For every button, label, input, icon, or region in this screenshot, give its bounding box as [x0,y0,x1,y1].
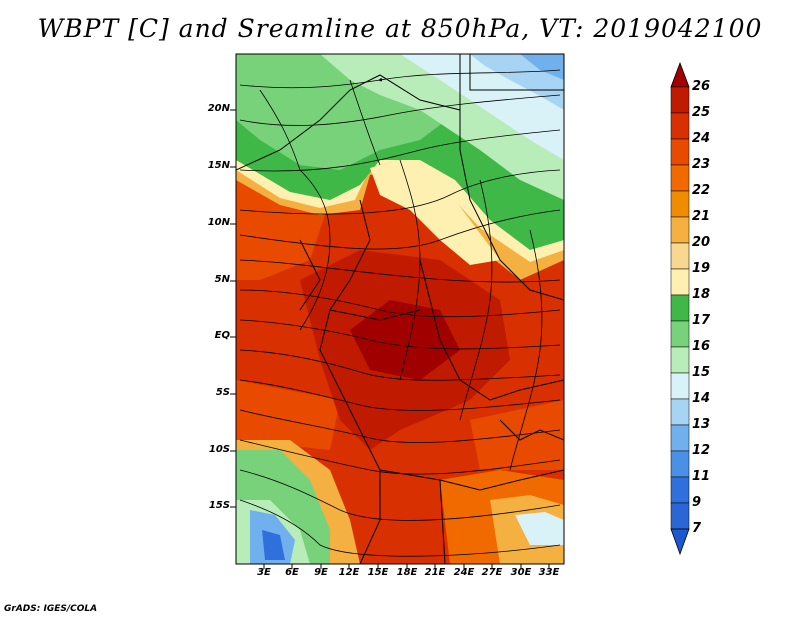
colorbar-label: 11 [692,469,711,484]
streamline [239,379,561,411]
streamline [239,69,561,89]
colorbar-label: 25 [692,105,711,120]
streamline [239,259,561,283]
wbpt-field [236,54,564,564]
lon-label: 3E [257,567,271,578]
lon-label: 15E [367,567,389,578]
colorbar-swatch [670,268,690,296]
colorbar-label: 17 [692,313,711,328]
colorbar-bottom-arrow [670,528,690,556]
border [459,54,564,301]
colorbar [670,61,690,556]
lat-label: 5S [215,387,230,398]
colorbar-swatch [670,294,690,322]
colorbar-label: 12 [692,443,711,458]
streamline [239,169,561,215]
lat-label: 15S [208,500,230,511]
colorbar-label: 15 [692,365,711,380]
colorbar-swatch [670,372,690,400]
colorbar-label: 23 [692,157,711,172]
lat-label: 20N [207,103,230,114]
streamline [239,349,561,381]
country-borders [236,54,564,564]
lon-label: 18E [396,567,418,578]
colorbar-swatch [670,164,690,192]
colorbar-swatch [670,346,690,374]
border [499,419,564,441]
streamline [239,319,561,350]
map-frame [235,53,565,565]
border [236,74,461,171]
wbpt-23-southwest [236,380,340,450]
streamline [239,499,561,557]
wbpt-12-band [520,54,564,80]
border [419,259,564,401]
lon-label: 27E [481,567,503,578]
colorbar-label: 14 [692,391,711,406]
streamline [239,439,561,475]
border [329,309,421,321]
colorbar-top-arrow [670,61,690,88]
border [439,479,446,564]
colorbar-swatch [670,112,690,140]
colorbar-swatch [670,424,690,452]
streamline [299,169,331,331]
streamline [239,129,561,172]
border [299,239,321,311]
streamline [509,229,543,471]
streamline [239,94,561,126]
colorbar-label: 7 [692,521,702,536]
lon-label: 6E [285,567,299,578]
colorbar-swatch [670,502,690,530]
colorbar-label: 21 [692,209,711,224]
lat-label: 15N [207,160,230,171]
lat-label: 10N [207,217,230,228]
lat-label: 5N [214,274,230,285]
lon-ticks [263,564,550,569]
colorbar-swatch [670,138,690,166]
lon-label: 12E [338,567,360,578]
colorbar-swatch [670,450,690,478]
lon-label: 9E [314,567,328,578]
credit-text: GrADS: IGES/COLA [4,604,98,614]
streamline [239,209,561,250]
lon-label: 24E [453,567,475,578]
colorbar-label: 18 [692,287,711,302]
streamline [239,409,561,443]
colorbar-label: 16 [692,339,711,354]
colorbar-swatch [670,190,690,218]
colorbar-swatch [670,86,690,114]
map-title: WBPT [C] and Sreamline at 850hPa, VT: 20… [37,14,763,43]
colorbar-swatch [670,216,690,244]
wbpt-18-tongue [370,160,500,265]
streamline [239,469,561,521]
colorbar-label: 20 [692,235,711,250]
border [359,429,381,564]
colorbar-label: 9 [692,495,702,510]
colorbar-label: 24 [692,131,711,146]
colorbar-swatch [670,242,690,270]
colorbar-swatch [670,398,690,426]
lat-label: 10S [208,444,230,455]
streamline [459,179,493,421]
lat-ticks [230,109,236,508]
streamline [239,289,561,318]
border [469,54,564,91]
wbpt-14-southeast [515,512,564,545]
colorbar-label: 19 [692,261,711,276]
streamlines [239,69,561,557]
colorbar-label: 22 [692,183,711,198]
wbpt-9-southwest [262,530,285,560]
colorbar-label: 13 [692,417,711,432]
lon-label: 30E [510,567,532,578]
colorbar-swatch [670,320,690,348]
lon-label: 33E [538,567,560,578]
colorbar-swatch [670,476,690,504]
colorbar-label: 26 [692,79,711,94]
streamline [259,89,301,171]
lat-label: EQ [214,330,230,341]
lon-label: 21E [424,567,446,578]
border [379,469,564,491]
